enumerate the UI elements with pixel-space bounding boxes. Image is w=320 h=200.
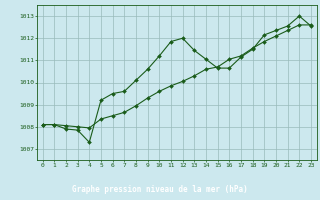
Text: Graphe pression niveau de la mer (hPa): Graphe pression niveau de la mer (hPa): [72, 185, 248, 194]
